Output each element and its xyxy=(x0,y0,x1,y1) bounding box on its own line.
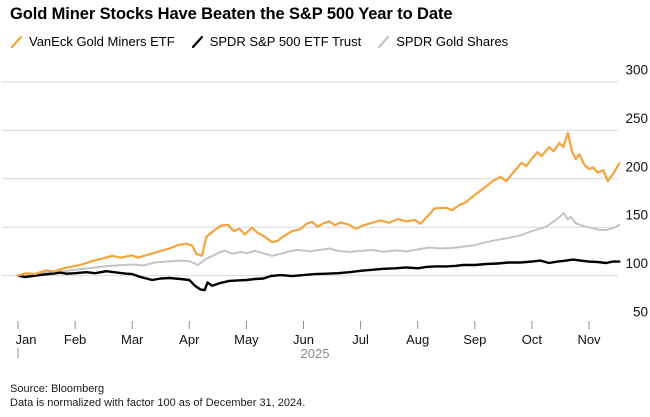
x-axis-label: Mar xyxy=(121,332,144,347)
x-axis-label: Jan xyxy=(16,332,37,347)
y-axis-label: 100 xyxy=(625,256,648,271)
x-axis-label: Feb xyxy=(64,332,86,347)
chart-footer: Source: Bloomberg Data is normalized wit… xyxy=(10,382,305,410)
series-line-vaneck-gold-miners-etf xyxy=(16,131,621,277)
chart-title: Gold Miner Stocks Have Beaten the S&P 50… xyxy=(10,5,453,23)
legend-label: VanEck Gold Miners ETF xyxy=(29,34,175,49)
y-axis-label: 200 xyxy=(625,159,648,174)
year-label: 2025 xyxy=(301,346,330,361)
legend-item-1: VanEck Gold Miners ETF xyxy=(10,34,175,49)
x-axis-label: Nov xyxy=(577,332,601,347)
x-axis-label: Jul xyxy=(352,332,369,347)
normalization-note: Data is normalized with factor 100 as of… xyxy=(10,397,306,409)
y-axis-label: 300 xyxy=(625,63,648,78)
source-note: Source: Bloomberg xyxy=(10,383,105,395)
x-axis-label: Apr xyxy=(179,332,200,347)
legend-item-2: SPDR S&P 500 ETF Trust xyxy=(191,34,361,49)
legend-item-3: SPDR Gold Shares xyxy=(377,34,508,49)
line-swatch-icon xyxy=(191,35,203,48)
x-axis-label: May xyxy=(234,332,259,347)
series-line-spdr-gold-shares xyxy=(17,212,621,277)
legend-label: SPDR Gold Shares xyxy=(396,34,509,49)
x-axis-label: Oct xyxy=(522,332,543,347)
legend: VanEck Gold Miners ETF SPDR S&P 500 ETF T… xyxy=(10,34,508,49)
x-axis-label: Jun xyxy=(293,332,314,347)
series-line-spdr-s-p-500-etf-trust xyxy=(16,258,621,292)
x-axis-label: Sep xyxy=(463,332,486,347)
line-swatch-icon xyxy=(10,35,23,48)
y-axis-label: 50 xyxy=(633,305,648,320)
y-axis-label: 150 xyxy=(625,208,648,223)
line-swatch-icon xyxy=(378,35,390,48)
y-axis-label: 250 xyxy=(625,111,648,126)
x-axis-label: Aug xyxy=(406,332,429,347)
legend-label: SPDR S&P 500 ETF Trust xyxy=(209,34,362,49)
